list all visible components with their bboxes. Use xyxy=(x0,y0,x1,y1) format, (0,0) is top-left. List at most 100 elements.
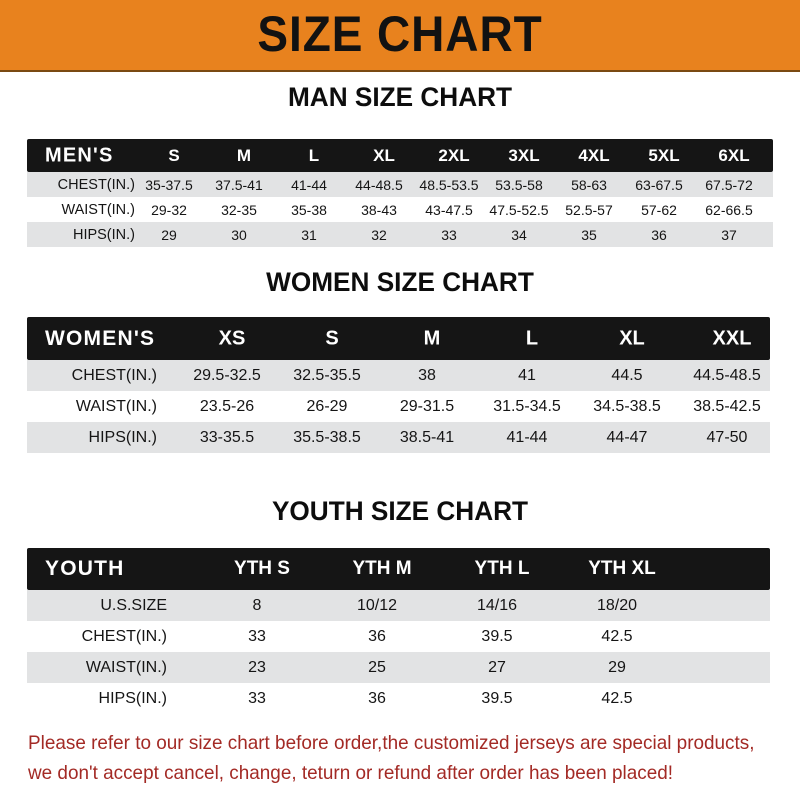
table-cell: 29.5-32.5 xyxy=(193,366,261,384)
table-cell: 29-31.5 xyxy=(399,397,455,415)
size-column-header: YTH M xyxy=(352,558,412,579)
table-row: HIPS(IN.) 33 36 39.5 42.5 xyxy=(27,683,770,714)
table-cell: 31 xyxy=(301,226,317,243)
women-table-body: CHEST(IN.) 29.5-32.5 32.5-35.5 38 41 44.5 44.5… xyxy=(27,360,770,453)
size-column-header: M xyxy=(423,327,441,349)
row-label: WAIST(IN.) xyxy=(85,658,167,676)
men-corner-label: MEN'S xyxy=(45,144,114,166)
table-cell: 27 xyxy=(488,658,506,676)
youth-corner-label: YOUTH xyxy=(45,557,125,580)
table-cell: 41 xyxy=(518,366,536,384)
table-cell: 8 xyxy=(252,596,262,614)
size-column-header: XS xyxy=(218,327,246,349)
table-cell: 23 xyxy=(248,658,266,676)
youth-table-header-row: YOUTH YTH S YTH M YTH L YTH XL xyxy=(27,548,770,590)
table-cell: 33 xyxy=(248,689,266,707)
size-column-header: YTH L xyxy=(474,558,530,579)
row-label: HIPS(IN.) xyxy=(98,689,167,707)
size-column-header: YTH XL xyxy=(588,558,656,579)
table-cell: 37.5-41 xyxy=(215,176,263,193)
table-cell: 47-50 xyxy=(706,428,748,446)
table-cell: 38.5-42.5 xyxy=(693,397,761,415)
table-row: HIPS(IN.) 33-35.5 35.5-38.5 38.5-41 41-44 44-… xyxy=(27,422,770,453)
table-cell: 18/20 xyxy=(596,596,638,614)
table-cell: 35 xyxy=(581,226,597,243)
youth-section-title: YOUTH SIZE CHART xyxy=(271,496,529,526)
table-cell: 42.5 xyxy=(601,627,633,645)
table-cell: 53.5-58 xyxy=(495,176,543,193)
table-cell: 44-47 xyxy=(606,428,648,446)
table-cell: 37 xyxy=(721,226,737,243)
table-cell: 29-32 xyxy=(151,201,187,218)
women-size-table: WOMEN'S XS S M L XL XXL CHEST(IN.) 29.5-32.5 32… xyxy=(27,317,770,453)
size-column-header: L xyxy=(525,327,539,349)
row-label: HIPS(IN.) xyxy=(72,226,135,243)
table-row: CHEST(IN.) 29.5-32.5 32.5-35.5 38 41 44.5 44.5… xyxy=(27,360,770,391)
table-cell: 33 xyxy=(248,627,266,645)
size-column-header: 6XL xyxy=(718,145,750,165)
table-cell: 38-43 xyxy=(361,201,397,218)
table-cell: 32-35 xyxy=(221,201,257,218)
table-cell: 14/16 xyxy=(476,596,518,614)
size-column-header: XXL xyxy=(712,327,752,349)
size-column-header: 5XL xyxy=(648,145,680,165)
table-cell: 34 xyxy=(511,226,527,243)
size-column-header: XL xyxy=(619,327,645,349)
table-row: WAIST(IN.) 23 25 27 29 xyxy=(27,652,770,683)
table-cell: 34.5-38.5 xyxy=(593,397,661,415)
table-row: CHEST(IN.) 35-37.5 37.5-41 41-44 44-48.5 48.5… xyxy=(27,172,773,197)
table-cell: 38.5-41 xyxy=(399,428,455,446)
women-section-title: WOMEN SIZE CHART xyxy=(266,267,534,297)
women-table-header-row: WOMEN'S XS S M L XL XXL xyxy=(27,317,770,360)
table-row: WAIST(IN.) 23.5-26 26-29 29-31.5 31.5-34.5 34… xyxy=(27,391,770,422)
table-cell: 39.5 xyxy=(481,627,513,645)
table-cell: 36 xyxy=(368,627,386,645)
size-column-header: YTH S xyxy=(234,558,290,579)
table-cell: 35-38 xyxy=(291,201,327,218)
page-title: SIZE CHART xyxy=(257,6,543,62)
size-column-header: L xyxy=(308,145,320,165)
table-row: U.S.SIZE 8 10/12 14/16 18/20 xyxy=(27,590,770,621)
table-cell: 38 xyxy=(418,366,436,384)
table-cell: 29 xyxy=(161,226,177,243)
table-cell: 32 xyxy=(371,226,387,243)
table-cell: 39.5 xyxy=(481,689,513,707)
men-table-header-row: MEN'S S M L XL 2XL 3XL 4XL 5XL 6XL xyxy=(27,139,773,172)
table-cell: 23.5-26 xyxy=(199,397,255,415)
row-label: WAIST(IN.) xyxy=(61,201,135,218)
table-cell: 30 xyxy=(231,226,247,243)
size-column-header: XL xyxy=(373,145,395,165)
table-cell: 33 xyxy=(441,226,457,243)
size-column-header: 2XL xyxy=(438,145,470,165)
table-cell: 31.5-34.5 xyxy=(493,397,561,415)
size-column-header: S xyxy=(168,145,180,165)
table-cell: 41-44 xyxy=(291,176,327,193)
size-column-header: 4XL xyxy=(578,145,610,165)
men-size-table: MEN'S S M L XL 2XL 3XL 4XL 5XL 6XL CHEST(IN.) 35-… xyxy=(27,139,773,247)
table-cell: 36 xyxy=(368,689,386,707)
table-cell: 57-62 xyxy=(641,201,677,218)
row-label: WAIST(IN.) xyxy=(75,397,157,415)
table-row: CHEST(IN.) 33 36 39.5 42.5 xyxy=(27,621,770,652)
table-cell: 33-35.5 xyxy=(199,428,255,446)
table-cell: 44.5-48.5 xyxy=(693,366,761,384)
table-cell: 35-37.5 xyxy=(145,176,193,193)
footer-disclaimer: Please refer to our size chart before or… xyxy=(28,728,754,788)
table-cell: 62-66.5 xyxy=(705,201,753,218)
table-cell: 26-29 xyxy=(306,397,348,415)
table-cell: 67.5-72 xyxy=(705,176,753,193)
size-column-header: S xyxy=(325,327,339,349)
table-cell: 42.5 xyxy=(601,689,633,707)
table-cell: 47.5-52.5 xyxy=(489,201,549,218)
women-corner-label: WOMEN'S xyxy=(45,326,156,350)
size-column-header: M xyxy=(236,145,252,165)
row-label: CHEST(IN.) xyxy=(81,627,167,645)
row-label: CHEST(IN.) xyxy=(71,366,157,384)
table-row: HIPS(IN.) 29 30 31 32 33 34 35 36 37 xyxy=(27,222,773,247)
table-cell: 29 xyxy=(608,658,626,676)
size-column-header: 3XL xyxy=(508,145,540,165)
footer-line-2: we don't accept cancel, change, teturn o… xyxy=(28,762,674,784)
table-cell: 48.5-53.5 xyxy=(419,176,479,193)
table-cell: 44.5 xyxy=(611,366,643,384)
